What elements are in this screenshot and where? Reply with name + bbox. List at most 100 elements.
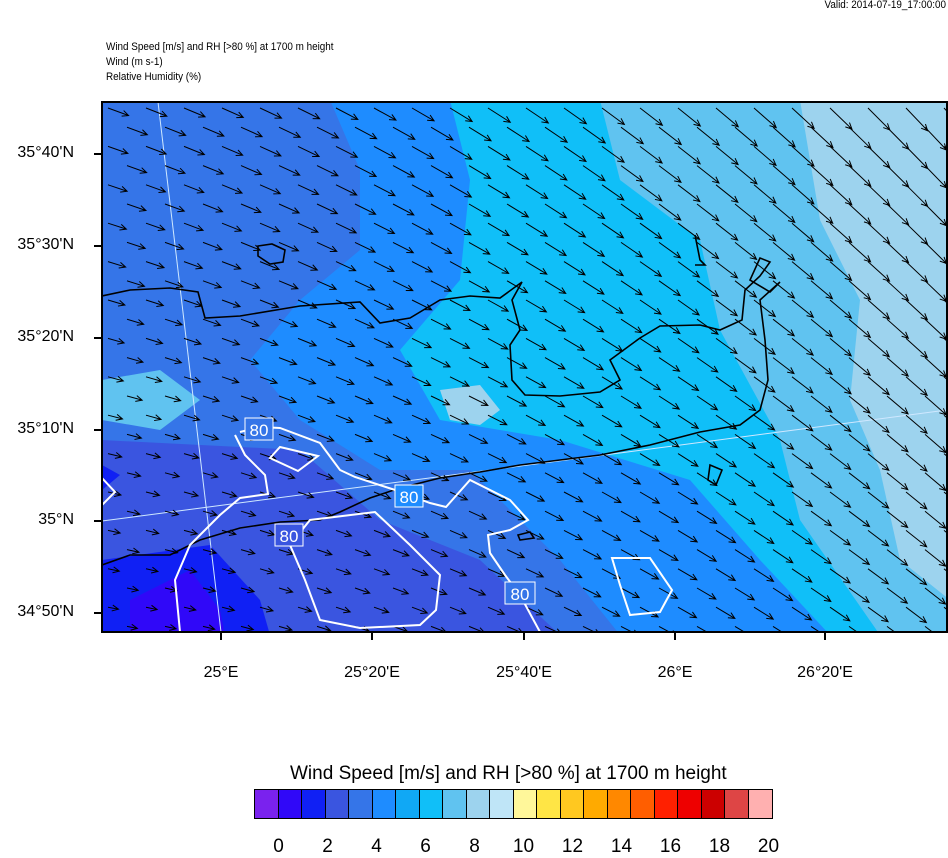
wind-arrow bbox=[278, 472, 296, 480]
wind-arrow bbox=[677, 261, 701, 278]
wind-arrow bbox=[734, 549, 756, 563]
wind-arrow bbox=[164, 471, 181, 479]
wind-arrow bbox=[905, 606, 928, 624]
wind-arrow bbox=[867, 606, 890, 623]
wind-arrow bbox=[316, 203, 339, 215]
wind-arrow bbox=[202, 357, 221, 365]
wind-arrow bbox=[468, 280, 491, 293]
wind-arrow bbox=[392, 472, 412, 481]
wind-arrow bbox=[848, 625, 858, 632]
wind-arrow bbox=[791, 491, 814, 508]
wind-arrow bbox=[810, 587, 832, 603]
wind-arrow bbox=[772, 242, 796, 261]
wind-arrow bbox=[487, 107, 512, 123]
wind-arrow bbox=[639, 184, 663, 202]
wind-arrow bbox=[107, 376, 125, 383]
wind-arrow bbox=[506, 549, 526, 559]
wind-arrow bbox=[867, 568, 890, 585]
wind-arrow bbox=[335, 145, 359, 158]
wind-arrow bbox=[392, 241, 415, 254]
wind-arrow bbox=[886, 434, 909, 453]
wind-arrow bbox=[677, 414, 700, 429]
wind-arrow bbox=[734, 587, 756, 601]
wind-arrow bbox=[867, 491, 890, 509]
wind-arrow bbox=[582, 587, 602, 598]
colorbar-swatch bbox=[419, 790, 443, 818]
wind-arrow bbox=[658, 549, 679, 562]
wind-arrow bbox=[829, 184, 853, 206]
wind-arrow bbox=[373, 261, 395, 272]
wind-arrow bbox=[316, 472, 335, 480]
wind-arrow bbox=[449, 261, 472, 274]
wind-arrow bbox=[506, 625, 523, 632]
wind-arrow bbox=[164, 395, 182, 403]
wind-arrow bbox=[601, 606, 621, 617]
wind-arrow bbox=[582, 203, 606, 220]
wind-arrow bbox=[183, 490, 200, 498]
wind-arrow bbox=[829, 338, 853, 357]
wind-arrow bbox=[468, 549, 487, 558]
wind-arrow bbox=[335, 107, 359, 120]
wind-arrow bbox=[791, 261, 815, 281]
wind-arrow bbox=[715, 261, 739, 279]
lat-tick-label: 35°20'N bbox=[17, 328, 74, 345]
wind-arrow bbox=[164, 241, 185, 251]
colorbar-label: 8 bbox=[469, 836, 480, 857]
wind-arrow bbox=[810, 280, 834, 300]
wind-arrow bbox=[449, 337, 471, 349]
lat-tick-label: 35°N bbox=[38, 511, 74, 528]
wind-arrow bbox=[620, 587, 641, 599]
wind-arrow bbox=[373, 453, 393, 462]
wind-arrow bbox=[791, 414, 814, 432]
wind-arrow bbox=[506, 165, 530, 180]
wind-arrow bbox=[221, 261, 242, 270]
wind-arrow bbox=[753, 529, 775, 545]
wind-arrow bbox=[449, 107, 474, 123]
wind-arrow bbox=[677, 146, 702, 165]
wind-arrow bbox=[829, 491, 852, 508]
wind-arrow bbox=[563, 376, 585, 389]
colorbar-swatch bbox=[302, 790, 326, 818]
wind-arrow bbox=[335, 337, 356, 348]
wind-arrow bbox=[202, 280, 223, 289]
wind-arrow bbox=[107, 261, 127, 269]
wind-arrow bbox=[145, 528, 160, 536]
wind-arrow bbox=[867, 222, 891, 245]
wind-arrow bbox=[259, 337, 279, 347]
wind-arrow bbox=[107, 299, 126, 307]
wind-arrow bbox=[601, 376, 624, 390]
wind-arrow bbox=[335, 529, 353, 538]
wind-arrow bbox=[278, 587, 294, 594]
wind-arrow bbox=[107, 107, 130, 117]
wind-arrow bbox=[221, 337, 241, 346]
wind-arrow bbox=[373, 376, 394, 386]
wind-arrow bbox=[848, 510, 871, 528]
wind-arrow bbox=[715, 529, 737, 544]
wind-arrow bbox=[848, 434, 871, 452]
wind-arrow bbox=[734, 165, 758, 185]
wind-arrow bbox=[316, 357, 337, 366]
wind-arrow bbox=[810, 126, 834, 149]
wind-arrow bbox=[772, 126, 796, 148]
wind-arrow bbox=[354, 433, 374, 443]
wind-arrow bbox=[487, 261, 510, 274]
wind-arrow bbox=[886, 510, 909, 529]
wind-arrow bbox=[810, 625, 821, 632]
wind-arrow bbox=[145, 414, 163, 422]
wind-arrow bbox=[848, 203, 872, 225]
wind-arrow bbox=[905, 338, 929, 359]
wind-arrow bbox=[829, 146, 853, 168]
wind-arrow bbox=[810, 203, 834, 224]
wind-arrow bbox=[582, 433, 604, 446]
wind-arrow bbox=[791, 146, 815, 167]
lon-tick-label: 25°E bbox=[203, 664, 239, 681]
wind-arrow bbox=[468, 165, 492, 180]
wind-arrow bbox=[278, 625, 294, 632]
colorbar-swatch bbox=[654, 790, 678, 818]
wind-arrow bbox=[297, 606, 313, 613]
wind-arrow bbox=[525, 107, 550, 124]
wind-arrow bbox=[810, 472, 833, 489]
wind-arrow bbox=[886, 203, 910, 226]
wind-arrow bbox=[867, 261, 891, 282]
wind-arrow bbox=[506, 318, 529, 332]
